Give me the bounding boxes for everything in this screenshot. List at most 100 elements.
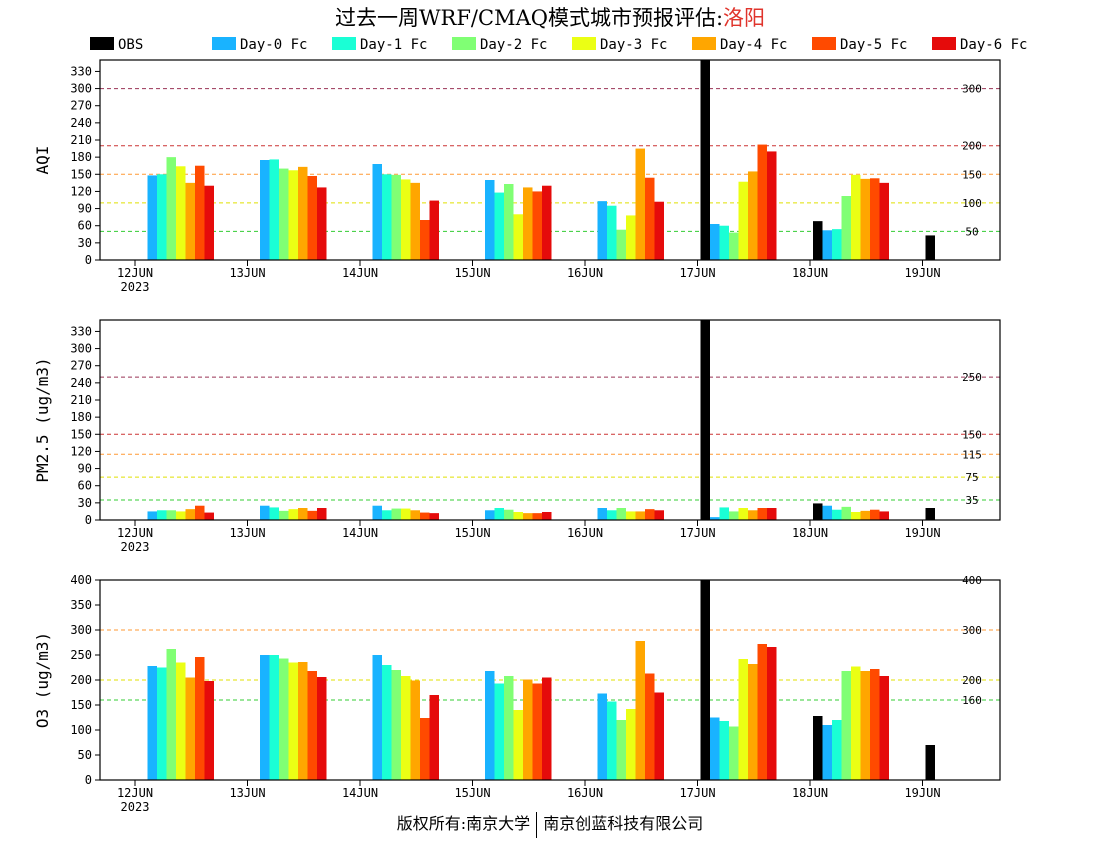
bar-2-5-3: [523, 679, 533, 780]
bar-2-2-3: [494, 683, 504, 780]
bar-2-4-2: [401, 676, 411, 780]
bar-2-4-1: [288, 662, 298, 780]
reference-label-1: 100: [962, 197, 982, 210]
bar-2-0-5: [700, 580, 710, 780]
x-tick-label-4: 16JUN: [567, 266, 603, 280]
reference-label-2: 115: [962, 448, 982, 461]
bar-0-5-3: [523, 187, 533, 260]
legend-swatch-0: [90, 37, 114, 50]
bar-1-5-2: [410, 510, 420, 520]
bar-0-2-5: [719, 225, 729, 260]
bar-1-4-2: [401, 508, 411, 520]
y-tick-label-6: 180: [70, 150, 92, 164]
x-tick-label-6: 18JUN: [792, 266, 828, 280]
y-axis-label: AQI: [33, 146, 52, 175]
bar-2-3-3: [504, 676, 514, 780]
bar-1-2-6: [832, 509, 842, 520]
legend-label-6: Day-5 Fc: [840, 37, 907, 53]
bar-1-4-3: [513, 512, 523, 520]
y-tick-label-5: 150: [70, 167, 92, 181]
y-tick-label-5: 250: [70, 648, 92, 662]
bar-0-3-4: [616, 229, 626, 260]
bar-2-1-4: [597, 693, 607, 780]
x-tick-label-0: 12JUN: [117, 786, 153, 800]
bar-1-5-3: [523, 513, 533, 520]
bar-1-1-5: [710, 517, 720, 520]
x-year-label: 2023: [121, 540, 150, 554]
x-tick-label-2: 14JUN: [342, 266, 378, 280]
bar-1-7-3: [542, 512, 552, 520]
bar-0-6-6: [870, 178, 880, 260]
bar-2-1-3: [485, 671, 495, 780]
bar-1-3-2: [391, 508, 401, 520]
bar-2-7-2: [429, 695, 439, 780]
panel-0: 50 100 150 200 300 0 30 60 90 120 150 180 210 240 270 3…: [33, 59, 1001, 294]
bar-0-2-6: [832, 229, 842, 260]
bar-1-7-5: [767, 508, 777, 520]
bar-0-3-0: [166, 157, 176, 260]
panel-1: 35 75 115 150 250 0 30 60 90 120 150 180 210 240 270 30…: [33, 319, 1001, 554]
bar-2-6-3: [532, 683, 542, 780]
bar-2-5-4: [635, 641, 645, 780]
footer-divider: [536, 811, 538, 838]
bar-0-4-0: [176, 166, 186, 260]
y-tick-label-5: 150: [70, 427, 92, 441]
x-tick-label-3: 15JUN: [454, 786, 490, 800]
legend: OBS Day-0 Fc Day-1 Fc Day-2 Fc Day-3 Fc Day-4…: [90, 37, 1027, 53]
bar-2-3-0: [166, 649, 176, 780]
bar-2-4-5: [738, 659, 748, 780]
y-tick-label-7: 210: [70, 393, 92, 407]
bar-0-2-4: [607, 205, 617, 260]
bar-1-3-3: [504, 509, 514, 520]
reference-label-3: 200: [962, 140, 982, 153]
bar-0-5-5: [748, 171, 758, 260]
legend-swatch-6: [812, 37, 836, 50]
bar-2-6-4: [645, 673, 655, 780]
bar-1-4-4: [626, 511, 636, 520]
bar-2-7-3: [542, 677, 552, 780]
bar-0-5-1: [298, 166, 308, 260]
bar-0-5-6: [860, 178, 870, 260]
reference-label-1: 75: [965, 471, 978, 484]
bar-2-3-1: [279, 658, 289, 780]
bar-1-2-2: [382, 510, 392, 520]
bar-1-3-5: [729, 511, 739, 520]
x-tick-label-7: 19JUN: [904, 786, 940, 800]
bar-2-2-5: [719, 721, 729, 780]
bar-1-6-0: [195, 505, 205, 520]
bar-0-4-5: [738, 181, 748, 260]
x-tick-label-1: 13JUN: [229, 266, 265, 280]
y-tick-label-8: 240: [70, 116, 92, 130]
bar-1-3-1: [279, 510, 289, 520]
legend-swatch-3: [452, 37, 476, 50]
bar-2-1-2: [372, 655, 382, 780]
x-tick-label-7: 19JUN: [904, 266, 940, 280]
bar-2-2-2: [382, 665, 392, 780]
title-main: 过去一周WRF/CMAQ模式城市预报评估:: [334, 6, 724, 30]
bar-1-6-6: [870, 509, 880, 520]
reference-label-2: 300: [962, 624, 982, 637]
bar-1-5-1: [298, 508, 308, 520]
bar-1-6-5: [757, 508, 767, 520]
plot-frame: [99, 59, 1001, 261]
bar-2-7-0: [204, 681, 214, 780]
x-tick-label-5: 17JUN: [679, 526, 715, 540]
bar-1-4-0: [176, 511, 186, 520]
bar-0-4-1: [288, 170, 298, 260]
legend-label-7: Day-6 Fc: [960, 37, 1027, 53]
y-tick-label-2: 100: [70, 723, 92, 737]
bar-0-7-3: [542, 185, 552, 260]
reference-label-4: 250: [962, 371, 982, 384]
x-tick-label-6: 18JUN: [792, 786, 828, 800]
bar-2-2-0: [157, 667, 167, 780]
bar-1-2-4: [607, 510, 617, 520]
bar-1-7-6: [879, 511, 889, 520]
y-tick-label-6: 300: [70, 623, 92, 637]
reference-label-3: 150: [962, 428, 982, 441]
reference-label-2: 150: [962, 168, 982, 181]
bar-2-4-6: [851, 666, 861, 780]
bar-0-5-4: [635, 148, 645, 260]
y-tick-label-11: 330: [70, 324, 92, 338]
bar-1-1-1: [260, 505, 270, 520]
